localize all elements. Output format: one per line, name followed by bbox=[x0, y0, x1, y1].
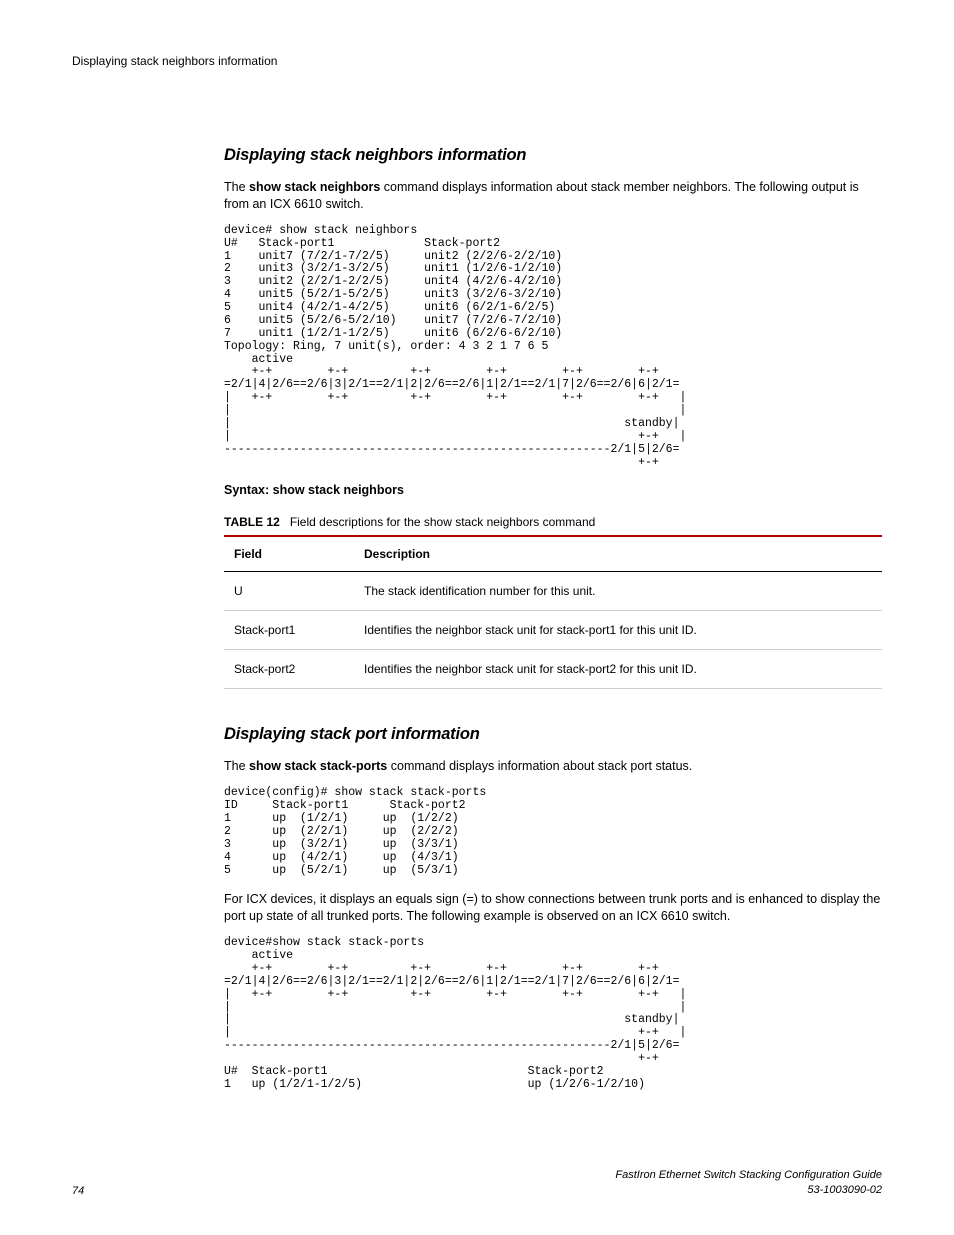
table12-head-desc: Description bbox=[354, 536, 882, 572]
section2-code2: device#show stack stack-ports active +-+… bbox=[224, 937, 882, 1092]
table12-r0-desc: The stack identification number for this… bbox=[354, 572, 882, 611]
table12-r1-desc: Identifies the neighbor stack unit for s… bbox=[354, 611, 882, 650]
table-row: Stack-port2 Identifies the neighbor stac… bbox=[224, 650, 882, 689]
section1-code: device# show stack neighbors U# Stack-po… bbox=[224, 225, 882, 470]
table-row: Stack-port1 Identifies the neighbor stac… bbox=[224, 611, 882, 650]
section2-intro: The show stack stack-ports command displ… bbox=[224, 758, 882, 775]
table12-table: Field Description U The stack identifica… bbox=[224, 535, 882, 689]
page-number: 74 bbox=[72, 1185, 84, 1197]
main-content: Displaying stack neighbors information T… bbox=[224, 146, 882, 1092]
table12-r0-field: U bbox=[224, 572, 354, 611]
section2-intro-pre: The bbox=[224, 759, 249, 773]
section2-title: Displaying stack port information bbox=[224, 725, 882, 744]
running-head: Displaying stack neighbors information bbox=[72, 54, 882, 68]
section2-code1: device(config)# show stack stack-ports I… bbox=[224, 787, 882, 877]
table12-caption-label: TABLE 12 bbox=[224, 515, 280, 529]
section1-title: Displaying stack neighbors information bbox=[224, 146, 882, 165]
table12-head-field: Field bbox=[224, 536, 354, 572]
table12-r2-desc: Identifies the neighbor stack unit for s… bbox=[354, 650, 882, 689]
table12: TABLE 12 Field descriptions for the show… bbox=[224, 515, 882, 689]
section2-para2: For ICX devices, it displays an equals s… bbox=[224, 891, 882, 925]
section2-intro-post: command displays information about stack… bbox=[387, 759, 692, 773]
table12-r2-field: Stack-port2 bbox=[224, 650, 354, 689]
section2-intro-cmd: show stack stack-ports bbox=[249, 759, 387, 773]
page-footer: 74 FastIron Ethernet Switch Stacking Con… bbox=[72, 1168, 882, 1197]
footer-line1: FastIron Ethernet Switch Stacking Config… bbox=[615, 1169, 882, 1181]
section1-syntax: Syntax: show stack neighbors bbox=[224, 483, 882, 497]
section1-intro: The show stack neighbors command display… bbox=[224, 179, 882, 213]
section1-intro-cmd: show stack neighbors bbox=[249, 180, 380, 194]
table12-caption: TABLE 12 Field descriptions for the show… bbox=[224, 515, 882, 529]
table12-caption-text: Field descriptions for the show stack ne… bbox=[290, 515, 595, 529]
footer-line2: 53-1003090-02 bbox=[807, 1184, 882, 1196]
footer-text: FastIron Ethernet Switch Stacking Config… bbox=[615, 1168, 882, 1197]
table12-r1-field: Stack-port1 bbox=[224, 611, 354, 650]
table-row: U The stack identification number for th… bbox=[224, 572, 882, 611]
section1-intro-pre: The bbox=[224, 180, 249, 194]
